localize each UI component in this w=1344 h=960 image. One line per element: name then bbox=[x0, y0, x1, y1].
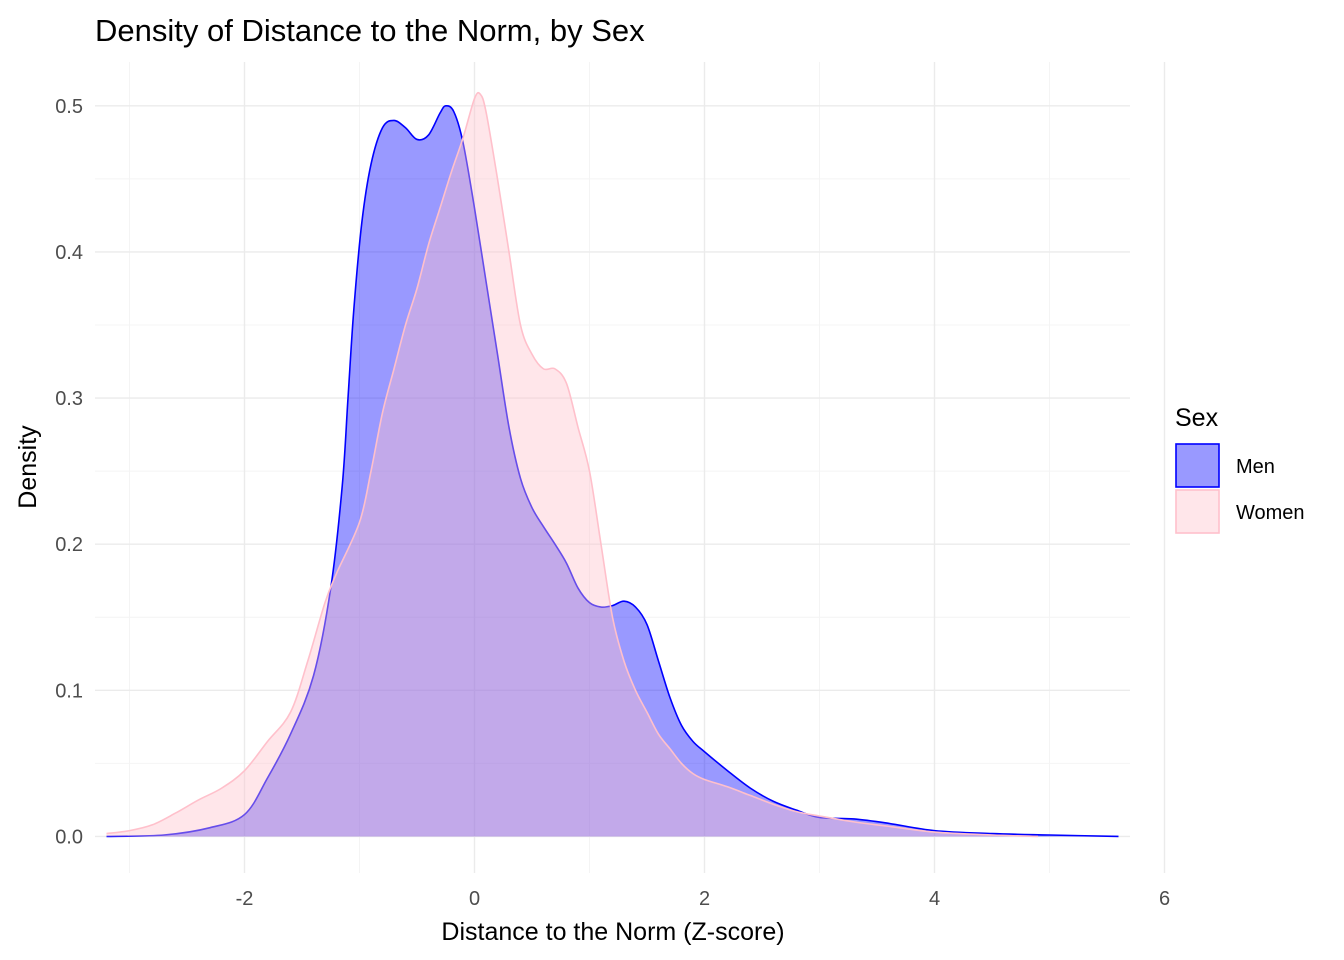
density-area-men bbox=[106, 105, 1119, 837]
x-tick-label: 6 bbox=[1159, 888, 1170, 910]
density-area-women bbox=[106, 92, 1038, 837]
legend-title: Sex bbox=[1175, 404, 1219, 432]
x-tick-label: -2 bbox=[236, 888, 254, 910]
legend-key-men bbox=[1175, 443, 1220, 488]
y-tick-label: 0.3 bbox=[55, 388, 83, 410]
x-tick-label: 2 bbox=[699, 888, 710, 910]
density-line-women bbox=[106, 91, 1039, 838]
y-tick-label: 0.5 bbox=[55, 96, 83, 118]
y-tick-label: 0.1 bbox=[55, 680, 83, 702]
y-tick-label: 0.2 bbox=[55, 534, 83, 556]
x-tick-label: 0 bbox=[469, 888, 480, 910]
grid-lines bbox=[95, 62, 1166, 873]
legend-key-women bbox=[1175, 489, 1220, 534]
x-axis-ticks: -2 0 2 4 6 bbox=[236, 888, 1170, 910]
x-axis-title: Distance to the Norm (Z-score) bbox=[441, 918, 784, 946]
y-tick-label: 0.4 bbox=[55, 242, 83, 264]
legend-label-men: Men bbox=[1236, 456, 1275, 478]
y-axis-ticks: 0.0 0.1 0.2 0.3 0.4 0.5 bbox=[55, 96, 83, 849]
density-line-men bbox=[106, 104, 1119, 838]
y-tick-label: 0.0 bbox=[55, 826, 83, 848]
legend: Sex Men Women bbox=[1175, 404, 1305, 534]
x-tick-label: 4 bbox=[929, 888, 940, 910]
legend-label-women: Women bbox=[1236, 502, 1305, 524]
density-areas bbox=[106, 91, 1119, 838]
y-axis-title: Density bbox=[14, 425, 42, 509]
chart-title: Density of Distance to the Norm, by Sex bbox=[95, 13, 645, 48]
